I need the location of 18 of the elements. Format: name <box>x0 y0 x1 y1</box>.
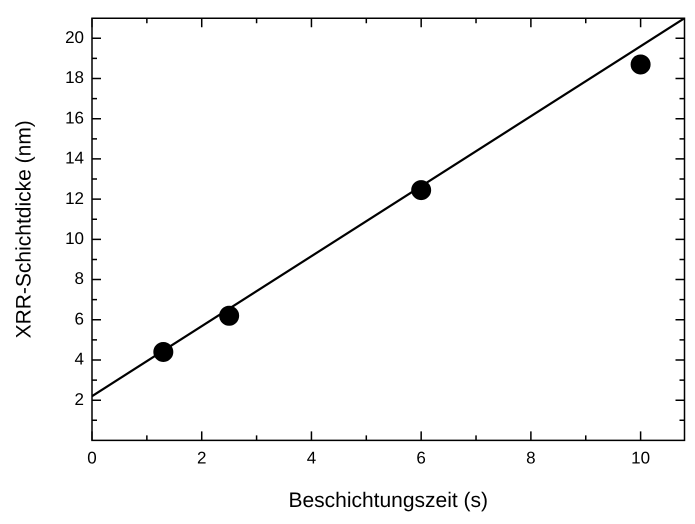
y-tick-label: 8 <box>74 269 84 288</box>
x-tick-label: 2 <box>196 448 206 468</box>
y-tick-label: 20 <box>65 28 84 47</box>
y-tick-label: 10 <box>65 229 84 248</box>
x-tick-label: 6 <box>416 448 426 468</box>
x-tick-label: 8 <box>526 448 536 468</box>
y-tick-label: 16 <box>65 108 84 128</box>
x-tick-label: 0 <box>87 448 97 468</box>
y-tick-label: 18 <box>65 68 84 88</box>
y-tick-label: 6 <box>74 309 84 328</box>
y-tick-label: 12 <box>65 188 84 208</box>
y-axis-title: XRR-Schichtdicke (nm) <box>12 120 36 338</box>
x-tick-label: 10 <box>631 448 650 468</box>
y-tick-label: 4 <box>74 350 84 369</box>
x-tick-label: 4 <box>306 448 316 468</box>
x-axis-title: Beschichtungszeit (s) <box>288 489 488 512</box>
y-tick-label: 2 <box>74 390 84 409</box>
y-tick-label: 14 <box>65 148 84 168</box>
